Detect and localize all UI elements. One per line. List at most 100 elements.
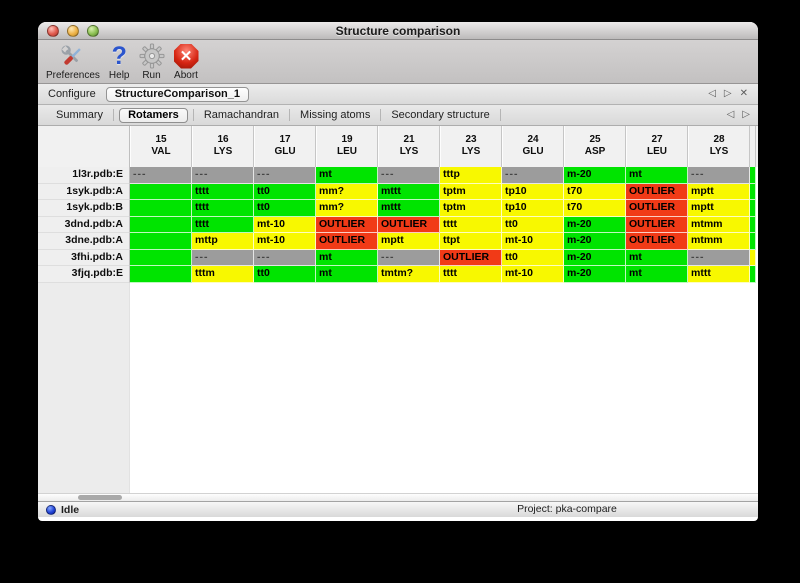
rotamer-cell[interactable]: tttt [440,266,502,283]
config-close-button[interactable]: ✕ [739,88,748,99]
rotamer-cell[interactable] [750,249,756,266]
tab-missing-atoms[interactable]: Missing atoms [300,109,371,121]
tab-rotamers[interactable]: Rotamers [119,107,188,123]
rotamer-cell[interactable]: t [130,183,192,200]
rotamer-cell[interactable]: tttt [192,183,254,200]
rotamer-cell[interactable]: m-20 [564,233,626,250]
rotamer-cell[interactable]: --- [502,167,564,184]
row-header-1syk.pdb:B[interactable]: 1syk.pdb:B [38,200,130,217]
rotamer-cell[interactable]: t [130,233,192,250]
rotamer-cell[interactable]: mttt [688,266,750,283]
rotamer-cell[interactable]: OUTLIER [626,233,688,250]
rotamer-cell[interactable]: --- [378,167,440,184]
rotamer-cell[interactable]: --- [192,249,254,266]
rotamer-cell[interactable]: --- [130,167,192,184]
rotamer-cell[interactable]: tp10 [502,183,564,200]
tab-ramachandran[interactable]: Ramachandran [203,109,280,121]
column-header-25[interactable]: 25 ASP [564,126,626,167]
rotamer-cell[interactable]: --- [254,249,316,266]
rotamer-cell[interactable]: tttt [192,216,254,233]
rotamer-cell[interactable]: OUTLIER [626,183,688,200]
rotamer-cell[interactable] [750,200,756,217]
rotamer-cell[interactable]: m-20 [564,216,626,233]
rotamer-cell[interactable]: tt0 [254,183,316,200]
rotamer-cell[interactable]: t [130,266,192,283]
column-header-24[interactable]: 24 GLU [502,126,564,167]
rotamer-cell[interactable]: tt0 [254,200,316,217]
rotamer-cell[interactable]: mptt [688,200,750,217]
horizontal-scrollbar[interactable] [38,493,758,501]
rotamer-cell[interactable]: --- [192,167,254,184]
row-header-3fhi.pdb:A[interactable]: 3fhi.pdb:A [38,249,130,266]
rotamer-cell[interactable]: tp10 [502,200,564,217]
row-header-3dnd.pdb:A[interactable]: 3dnd.pdb:A [38,216,130,233]
column-header-27[interactable]: 27 LEU [626,126,688,167]
config-prev-button[interactable]: ◁ [708,88,716,99]
rotamer-cell[interactable]: mt [626,167,688,184]
run-button[interactable]: Run [139,42,165,81]
rotamer-cell[interactable]: mptt [688,183,750,200]
row-header-1syk.pdb:A[interactable]: 1syk.pdb:A [38,183,130,200]
rotamer-cell[interactable]: mtmm [688,233,750,250]
rotamer-cell[interactable]: mm? [316,183,378,200]
rotamer-cell[interactable]: --- [688,167,750,184]
rotamer-cell[interactable]: tt0 [502,249,564,266]
rotamer-cell[interactable]: OUTLIER [316,233,378,250]
rotamer-cell[interactable]: mt-10 [254,216,316,233]
rotamer-cell[interactable]: mtmm [688,216,750,233]
tab-summary[interactable]: Summary [56,109,104,121]
rotamer-cell[interactable]: tttt [440,216,502,233]
rotamer-cell[interactable] [750,233,756,250]
rotamer-cell[interactable]: tptm [440,183,502,200]
rotamer-cell[interactable]: t [130,249,192,266]
rotamer-cell[interactable]: mptt [378,233,440,250]
tab-secondary-structure[interactable]: Secondary structure [391,109,490,121]
column-header-23[interactable]: 23 LYS [440,126,502,167]
rotamer-cell[interactable]: mttt [378,183,440,200]
rotamer-cell[interactable]: mt [316,167,378,184]
rotamer-cell[interactable]: OUTLIER [626,216,688,233]
rotamer-cell[interactable]: mttp [192,233,254,250]
row-header-3fjq.pdb:E[interactable]: 3fjq.pdb:E [38,266,130,283]
rotamer-cell[interactable]: OUTLIER [626,200,688,217]
rotamer-cell[interactable]: t [130,216,192,233]
rotamer-cell[interactable]: mt [626,249,688,266]
column-header-17[interactable]: 17 GLU [254,126,316,167]
rotamer-cell[interactable]: mt [316,266,378,283]
rotamer-cell[interactable]: t70 [564,183,626,200]
rotamer-cell[interactable]: mm? [316,200,378,217]
rotamer-cell[interactable]: tt0 [502,216,564,233]
rotamer-cell[interactable] [750,216,756,233]
tabs-prev-button[interactable]: ◁ [726,109,735,120]
abort-button[interactable]: ✕ Abort [173,42,199,81]
rotamer-cell[interactable]: tttt [192,200,254,217]
column-header-16[interactable]: 16 LYS [192,126,254,167]
rotamer-cell[interactable]: tt0 [254,266,316,283]
rotamer-cell[interactable]: --- [378,249,440,266]
rotamer-cell[interactable]: t70 [564,200,626,217]
help-button[interactable]: ? Help [109,42,130,81]
rotamer-cell[interactable]: mt-10 [502,233,564,250]
close-button[interactable] [47,25,59,37]
tabs-next-button[interactable]: ▷ [742,109,750,120]
rotamer-cell[interactable]: --- [688,249,750,266]
rotamer-cell[interactable] [750,167,756,184]
rotamer-cell[interactable] [750,266,756,283]
row-header-1l3r.pdb:E[interactable]: 1l3r.pdb:E [38,167,130,184]
rotamer-cell[interactable]: tttm [192,266,254,283]
config-tab-structurecomparison-1[interactable]: StructureComparison_1 [105,86,250,102]
title-bar[interactable]: Structure comparison [38,22,758,40]
column-header-15[interactable]: 15 VAL [130,126,192,167]
rotamer-cell[interactable]: mt-10 [254,233,316,250]
column-header-21[interactable]: 21 LYS [378,126,440,167]
rotamer-cell[interactable]: mt [626,266,688,283]
rotamer-cell[interactable]: OUTLIER [316,216,378,233]
rotamer-cell[interactable]: m-20 [564,167,626,184]
rotamer-cell[interactable]: mt-10 [502,266,564,283]
rotamer-cell[interactable]: m-20 [564,249,626,266]
column-header-28[interactable]: 28 LYS [688,126,750,167]
rotamer-cell[interactable]: mttt [378,200,440,217]
minimize-button[interactable] [67,25,79,37]
column-header-partial[interactable] [750,126,756,167]
rotamer-cell[interactable] [750,183,756,200]
